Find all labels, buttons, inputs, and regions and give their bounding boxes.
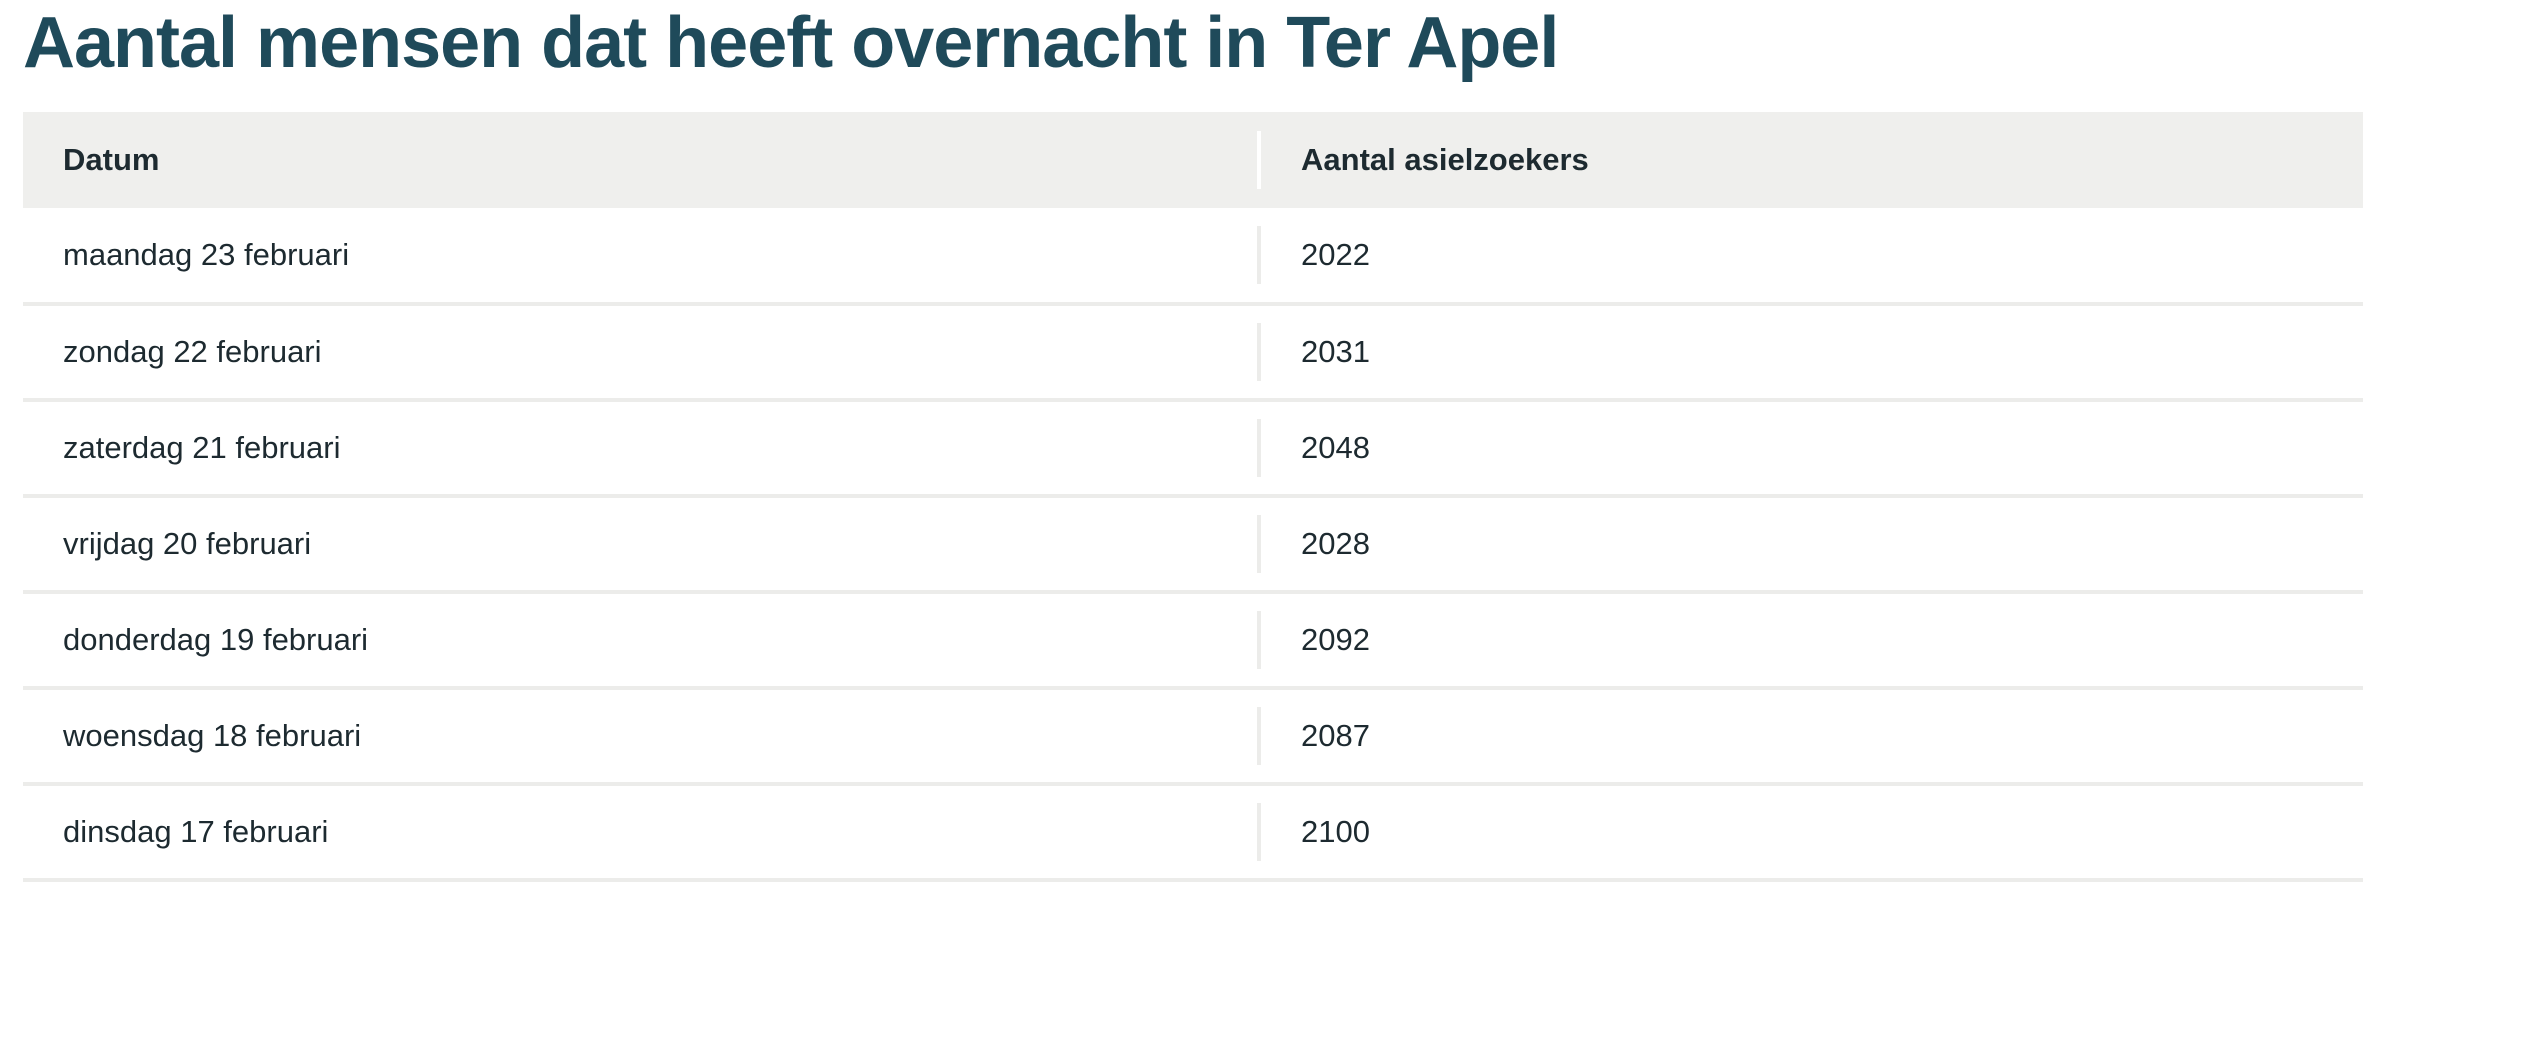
cell-datum: zaterdag 21 februari <box>23 400 1261 496</box>
cell-aantal: 2087 <box>1301 718 1370 753</box>
cell-aantal: 2028 <box>1301 526 1370 561</box>
cell-datum: dinsdag 17 februari <box>23 784 1261 880</box>
cell-datum: zondag 22 februari <box>23 304 1261 400</box>
table-row: zondag 22 februari 2031 <box>23 304 2363 400</box>
column-header-datum: Datum <box>23 112 1261 208</box>
table-row: vrijdag 20 februari 2028 <box>23 496 2363 592</box>
cell-datum: maandag 23 februari <box>23 208 1261 304</box>
table-row: zaterdag 21 februari 2048 <box>23 400 2363 496</box>
column-header-aantal: Aantal asielzoekers <box>1301 142 1589 177</box>
table-row: woensdag 18 februari 2087 <box>23 688 2363 784</box>
table-row: dinsdag 17 februari 2100 <box>23 784 2363 880</box>
cell-aantal: 2092 <box>1301 622 1370 657</box>
table-header: Datum Aantal asielzoekers <box>23 112 2363 208</box>
table-row: maandag 23 februari 2022 <box>23 208 2363 304</box>
table-body: maandag 23 februari 2022 zondag 22 febru… <box>23 208 2363 880</box>
table-row: donderdag 19 februari 2092 <box>23 592 2363 688</box>
cell-datum: vrijdag 20 februari <box>23 496 1261 592</box>
cell-aantal: 2022 <box>1301 237 1370 272</box>
cell-aantal: 2031 <box>1301 334 1370 369</box>
table-header-row: Datum Aantal asielzoekers <box>23 112 2363 208</box>
cell-datum: woensdag 18 februari <box>23 688 1261 784</box>
data-table: Datum Aantal asielzoekers maandag 23 feb… <box>23 112 2363 882</box>
cell-aantal: 2100 <box>1301 814 1370 849</box>
cell-aantal: 2048 <box>1301 430 1370 465</box>
page-title: Aantal mensen dat heeft overnacht in Ter… <box>23 3 1559 83</box>
cell-datum: donderdag 19 februari <box>23 592 1261 688</box>
